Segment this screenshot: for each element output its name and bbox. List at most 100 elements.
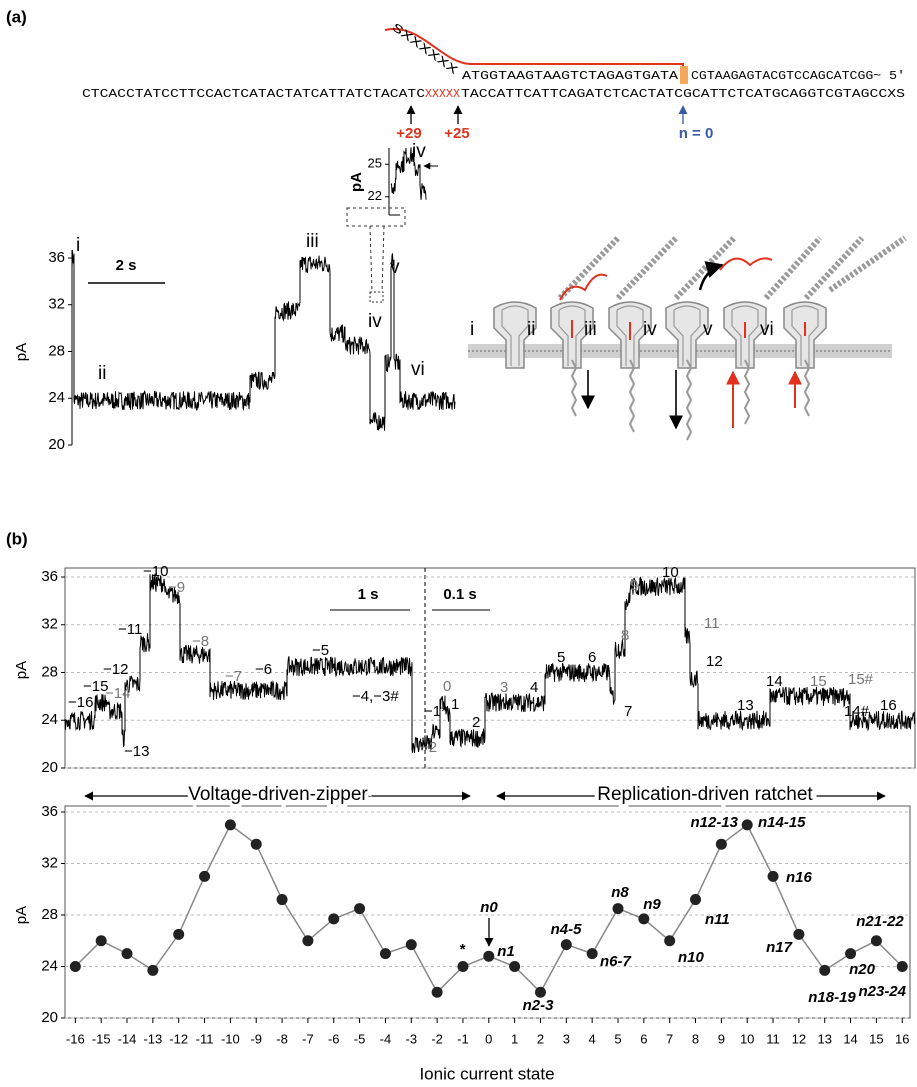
trace-segment xyxy=(444,695,451,722)
scale-bar-label: 2 s xyxy=(116,257,137,274)
scale-bar-label: 0.1 s xyxy=(443,586,476,603)
trace-segment xyxy=(299,255,331,302)
data-point xyxy=(612,903,624,915)
trace-segment xyxy=(684,577,691,645)
trace-segment xyxy=(769,686,851,727)
trace-segment xyxy=(344,326,371,355)
data-point xyxy=(431,986,443,998)
trace-segment xyxy=(403,147,415,171)
state-label: −10 xyxy=(143,563,168,580)
x-tick-label: 14 xyxy=(843,1031,857,1046)
trace-segment xyxy=(849,693,916,732)
point-label: n18-19 xyxy=(808,989,856,1006)
marker-label: n = 0 xyxy=(679,125,714,142)
state-label: vi xyxy=(411,359,425,380)
state-label: 14 xyxy=(766,673,783,690)
data-point xyxy=(199,870,211,882)
marker-label: +25 xyxy=(444,125,469,142)
y-tick-label: 25 xyxy=(368,156,382,171)
data-point xyxy=(586,948,598,960)
marker-label: +29 xyxy=(396,125,421,142)
abasic-sites: XXXXX xyxy=(425,87,460,101)
zoom-box xyxy=(346,207,406,227)
panel-label: (a) xyxy=(6,7,27,26)
trace-segment xyxy=(419,164,427,200)
state-label: 2 xyxy=(472,714,480,731)
trace-segment xyxy=(697,683,771,731)
trace-segment xyxy=(179,603,211,664)
point-label: n6-7 xyxy=(600,953,632,970)
x-tick-label: -7 xyxy=(302,1031,314,1046)
data-point xyxy=(405,939,417,951)
data-point xyxy=(819,964,831,976)
trace-segment xyxy=(544,662,611,705)
y-tick-label: 20 xyxy=(41,1009,58,1026)
trace-segment xyxy=(416,734,433,753)
y-axis-label: pA xyxy=(13,343,30,361)
y-tick-label: 36 xyxy=(41,568,58,585)
trace-segment xyxy=(164,585,181,604)
state-label: 6 xyxy=(588,649,596,666)
x-tick-label: -16 xyxy=(66,1031,85,1046)
data-point xyxy=(224,819,236,831)
y-tick-label: 36 xyxy=(48,249,65,266)
state-label: −7 xyxy=(225,668,242,685)
point-label: n14-15 xyxy=(758,814,806,831)
state-label: 3 xyxy=(500,679,508,696)
trace-segment xyxy=(64,711,96,732)
trace-segment xyxy=(73,253,251,412)
y-tick-label: 28 xyxy=(41,906,58,923)
data-point xyxy=(845,948,857,960)
x-tick-label: -6 xyxy=(328,1031,340,1046)
x-tick-label: 8 xyxy=(692,1031,699,1046)
top-strand-right: CGTAAGAGTACGTCCAGCATCGG~ 5′ xyxy=(691,69,905,83)
point-label: n16 xyxy=(786,869,813,886)
x-tick-label: -9 xyxy=(250,1031,262,1046)
data-point xyxy=(638,913,650,925)
x-tick-label: 1 xyxy=(511,1031,518,1046)
y-tick-label: 36 xyxy=(41,803,58,820)
data-point xyxy=(509,961,521,972)
state-label: 10 xyxy=(662,564,679,581)
state-label: i xyxy=(470,319,474,340)
trace-segment xyxy=(624,592,631,657)
trace-segment xyxy=(369,353,386,431)
trace-segment xyxy=(439,695,446,737)
y-tick-label: 28 xyxy=(48,342,65,359)
trace-segment xyxy=(609,680,616,705)
x-tick-label: -8 xyxy=(276,1031,288,1046)
state-label: −8 xyxy=(192,633,209,650)
data-point xyxy=(896,961,908,972)
state-label: −2 xyxy=(420,739,437,756)
y-tick-label: 24 xyxy=(41,957,58,974)
data-point xyxy=(534,986,546,998)
data-point xyxy=(457,961,469,972)
data-point xyxy=(121,948,133,960)
state-label: 12 xyxy=(706,653,723,670)
state-label: −16 xyxy=(68,694,93,711)
trace-segment xyxy=(449,715,486,749)
pore xyxy=(665,301,709,369)
trace-segment xyxy=(149,573,166,649)
x-tick-label: -12 xyxy=(169,1031,188,1046)
terminator xyxy=(680,66,688,84)
state-label: −13 xyxy=(124,743,149,760)
top-strand: ATGGTAAGTAAGTCTAGAGTGATA xyxy=(462,69,679,83)
panel-label: (b) xyxy=(6,529,28,548)
trace-segment xyxy=(209,648,288,701)
data-point xyxy=(483,950,495,962)
point-label: * xyxy=(459,941,466,958)
x-tick-label: 7 xyxy=(666,1031,673,1046)
x-tick-label: 11 xyxy=(766,1031,780,1046)
x-tick-label: -15 xyxy=(92,1031,111,1046)
state-label: −4,−3# xyxy=(352,688,399,705)
state-label: −12 xyxy=(103,661,128,678)
trace-segment xyxy=(689,644,699,688)
point-label: n1 xyxy=(497,943,515,960)
point-label: n2-3 xyxy=(523,997,555,1014)
inset-y-label: pA xyxy=(348,172,365,192)
state-label: iv xyxy=(643,319,657,340)
y-tick-label: 22 xyxy=(368,188,382,203)
trace-segment xyxy=(329,271,346,343)
